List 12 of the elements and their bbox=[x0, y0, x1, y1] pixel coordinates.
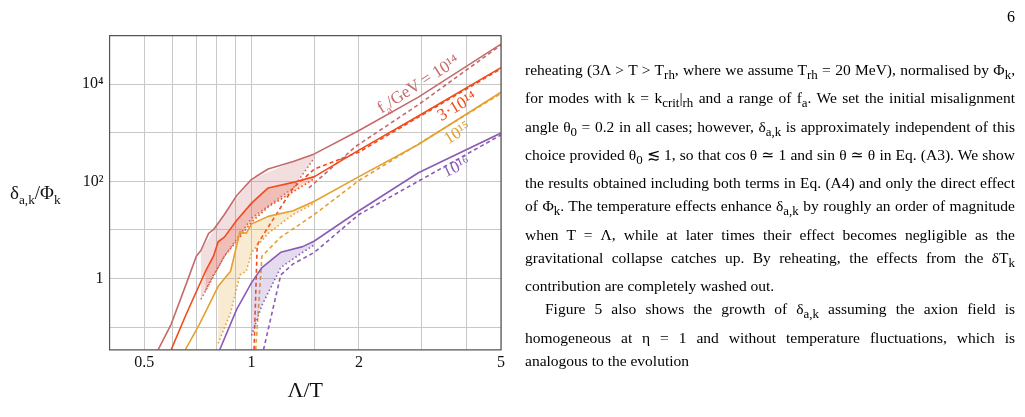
y-tick-label: 10² bbox=[82, 171, 104, 189]
text: 10¹⁶ bbox=[439, 151, 473, 181]
x-tick-label: 1 bbox=[247, 352, 256, 370]
x-axis-title: Λ/T bbox=[287, 377, 324, 402]
caption: Figure 5 also shows the growth of δ$_{a,k}$ assuming the axion field is homogeneous at η = 1 and without temperature fluctuations, which is analogous to the evolution bbox=[525, 299, 1015, 371]
y-tick-label: 10⁴ bbox=[82, 74, 104, 92]
x-tick-label: 2 bbox=[355, 352, 363, 370]
y-tick-label: 1 bbox=[95, 268, 104, 286]
text: reheating (3Λ > T > T$_{rh}$, where we assume T$_{rh}$ = 20 MeV), normalised by Φ$_{k}$, for modes with k = k$_{crit}$|$_{rh}$ and a range of f$_{a}$. We set the initial misalignment angle θ$_{0}$ = 0.2 in all cases; however, δ$_{a,k}$ is approximately independent of this choice provided θ$_{0}$ ≲ 1, so that cos θ ≃ 1 and sin θ ≃ θ in Eq. (A3). We show the results obtained including both terms in Eq. (A4) and only the direct effect of Φ$_{k}$. The temperature effects enhance δ$_{a,k}$ by roughly an order of magnitude when T = Λ, while at later times their effect becomes negligible as the gravitational collapse catches up. By reheating, the effects from the δT$_{k}$ contribution are completely washed out. bbox=[525, 61, 1016, 295]
x-tick-label: 0.5 bbox=[134, 352, 155, 370]
text: 6 bbox=[1007, 8, 1015, 26]
x-tick-label: 5 bbox=[497, 352, 505, 370]
